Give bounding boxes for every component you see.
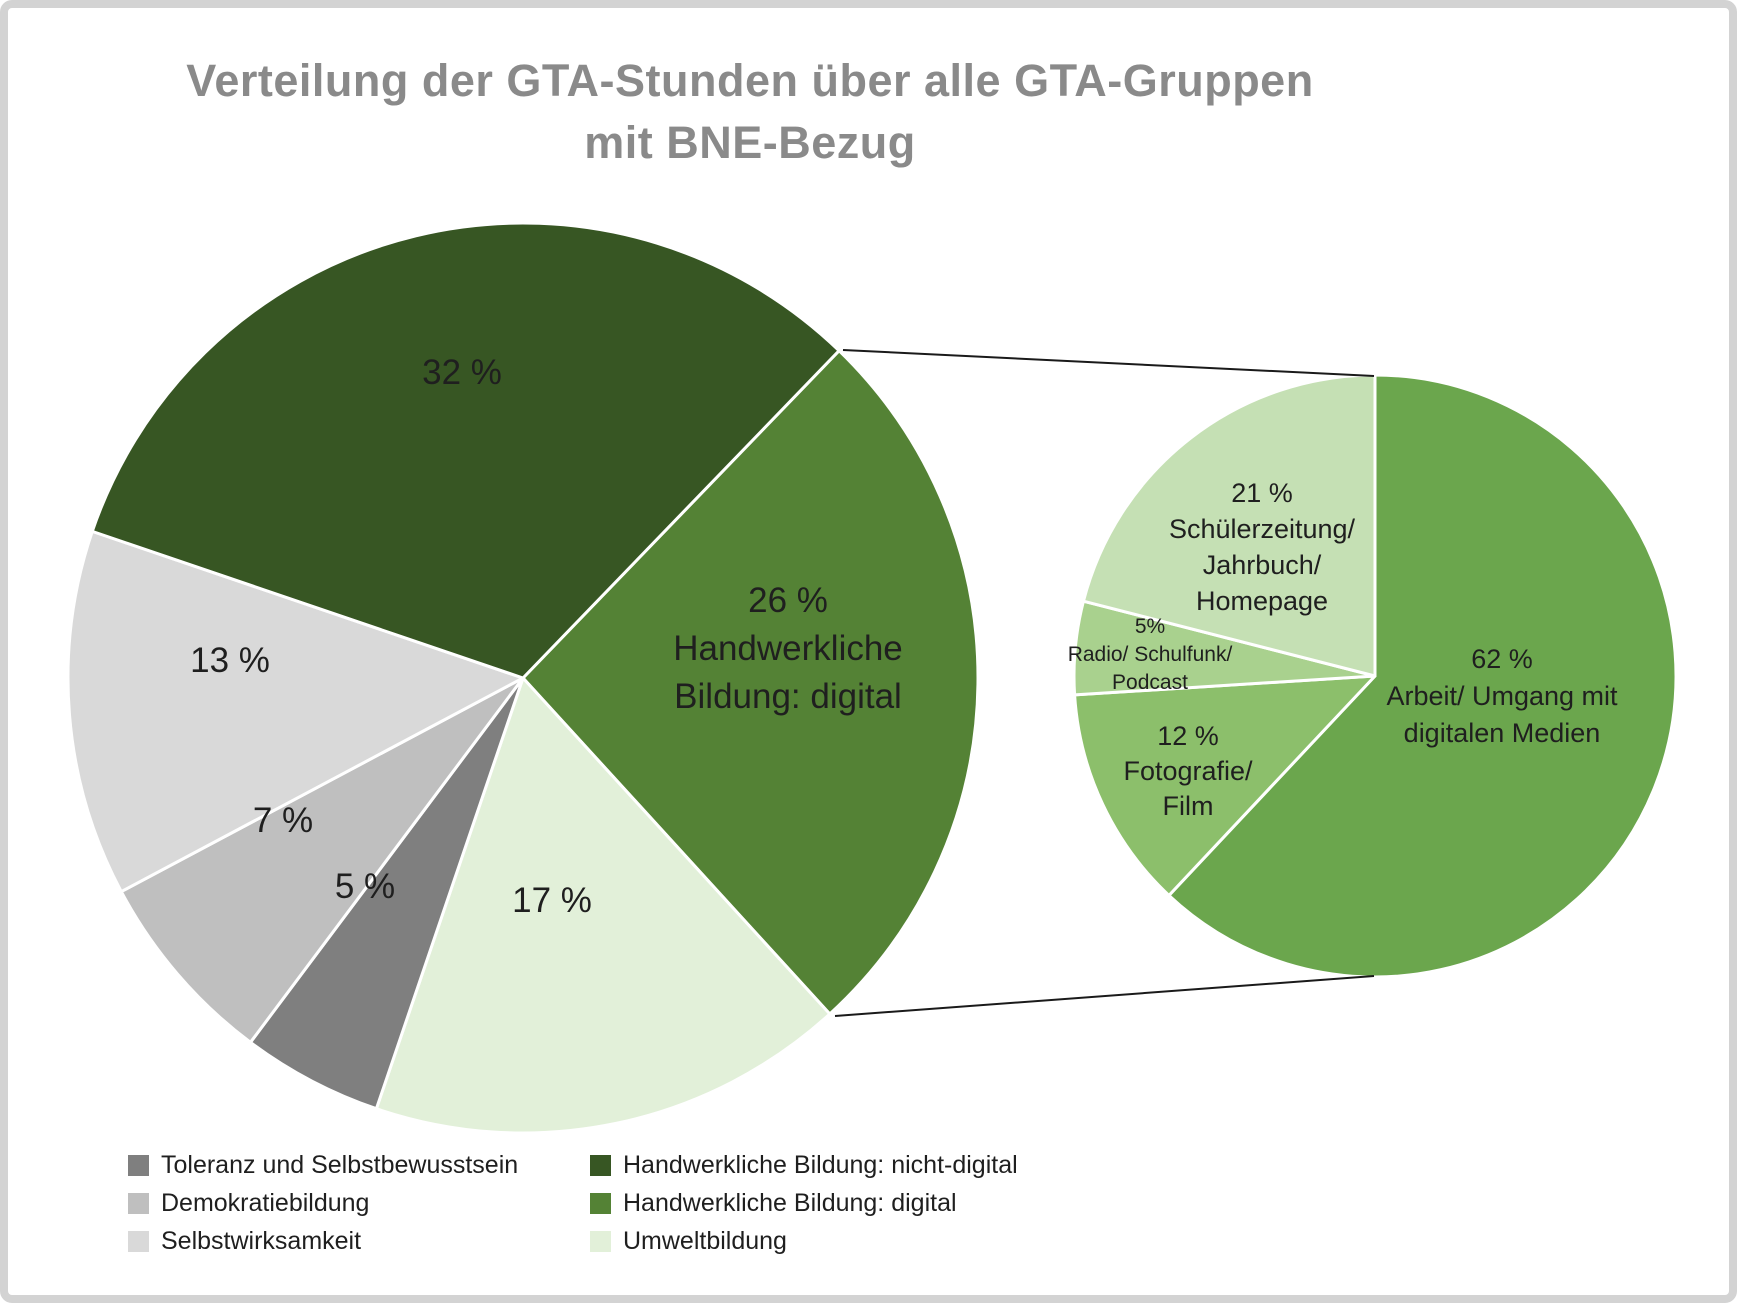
legend-swatch <box>128 1154 149 1176</box>
breakout-pie-handwerkliche-bildung-digital-slice-label-2: 5% Radio/ Schulfunk/Podcast <box>1068 615 1233 694</box>
legend-label: Selbstwirksamkeit <box>161 1226 362 1255</box>
main-pie-slice-label-5: 32 % <box>422 353 502 392</box>
breakout-pie-handwerkliche-bildung-digital-slice-label-0: 62 % Arbeit/ Umgang mit digitalen Medien <box>1386 644 1618 748</box>
legend-label: Toleranz und Selbstbewusstsein <box>161 1150 519 1179</box>
legend-label: Demokratiebildung <box>161 1188 370 1217</box>
main-pie-slice-label-2: 5 % <box>335 867 395 906</box>
legend-swatch <box>590 1192 611 1214</box>
breakout-pie-handwerkliche-bildung-digital-slice-label-1: 12 % Fotografie/Film <box>1123 721 1253 821</box>
legend-swatch <box>590 1154 611 1176</box>
callout-line-top <box>842 349 1375 377</box>
main-pie-slice-0 <box>521 349 980 1016</box>
legend-swatch <box>128 1230 149 1252</box>
legend-swatch <box>128 1192 149 1214</box>
main-pie-slice-1 <box>374 676 832 1135</box>
legend-item: Umweltbildung <box>590 1226 1018 1255</box>
main-pie-slice-label-3: 7 % <box>253 801 313 840</box>
main-pie-slice-5 <box>90 221 841 680</box>
legend-column-2: Handwerkliche Bildung: nicht-digital Han… <box>590 1150 1018 1266</box>
chart-title: Verteilung der GTA-Stunden über alle GTA… <box>175 50 1325 174</box>
legend-label: Handwerkliche Bildung: digital <box>623 1188 957 1217</box>
legend-label: Handwerkliche Bildung: nicht-digital <box>623 1150 1018 1179</box>
breakout-pie-handwerkliche-bildung-digital-slice-label-3: 21 % Schülerzeitung/Jahrbuch/Homepage <box>1169 478 1356 616</box>
legend-item: Handwerkliche Bildung: digital <box>590 1188 1018 1217</box>
main-pie-slice-label-1: 17 % <box>512 881 592 920</box>
chart-title-line1: Verteilung der GTA-Stunden über alle GTA… <box>186 55 1314 106</box>
main-pie-slice-3 <box>119 676 525 1044</box>
legend-item: Toleranz und Selbstbewusstsein <box>128 1150 519 1179</box>
legend-column-1: Toleranz und Selbstbewusstsein Demokrati… <box>128 1150 519 1266</box>
callout-line-bottom <box>834 975 1375 1017</box>
legend-item: Selbstwirksamkeit <box>128 1226 518 1255</box>
legend-label: Umweltbildung <box>623 1226 787 1255</box>
chart-title-line2: mit BNE-Bezug <box>584 117 916 168</box>
breakout-pie-handwerkliche-bildung-digital-slice-0 <box>1167 373 1678 979</box>
legend-item: Handwerkliche Bildung: nicht-digital <box>590 1150 1018 1179</box>
main-pie-slice-label-4: 13 % <box>190 641 270 680</box>
main-pie-slice-label-0: 26 % Handwerkliche Bildung: digital <box>673 581 903 716</box>
legend-item: Demokratiebildung <box>128 1188 518 1217</box>
main-pie-slice-2 <box>248 676 525 1111</box>
main-pie-slice-4 <box>66 529 525 894</box>
legend-swatch <box>590 1230 611 1252</box>
breakout-pie-handwerkliche-bildung-digital-slice-3 <box>1081 373 1377 678</box>
breakout-pie-handwerkliche-bildung-digital-slice-1 <box>1073 674 1377 897</box>
